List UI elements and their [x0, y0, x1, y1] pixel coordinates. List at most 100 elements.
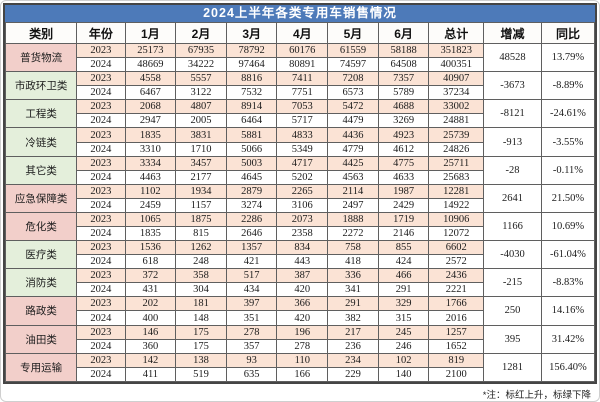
table-row-2023: 冷链类 2023 1835 3831 5881 4833 4436 4923 25739 -913…: [4, 127, 596, 157]
value-cell: 278: [225, 324, 278, 340]
yoy-cell: -61.04%: [540, 240, 596, 270]
category-cell: 普货物流: [4, 42, 78, 73]
value-cell: 372: [124, 268, 177, 284]
value-cell: 1157: [175, 197, 227, 213]
value-cell: 3334: [124, 155, 177, 171]
yoy-cell: 10.69%: [540, 211, 596, 242]
value-cell: 3122: [175, 85, 227, 101]
value-cell: 278: [276, 338, 329, 354]
value-cell: 1102: [124, 183, 177, 199]
value-cell: 2005: [175, 113, 227, 129]
yoy-cell: 13.79%: [540, 42, 596, 73]
value-cell: 24881: [428, 113, 485, 129]
value-cell: 2572: [428, 254, 485, 270]
value-cell: 58188: [377, 42, 430, 59]
value-cell: 4807: [175, 99, 227, 115]
value-cell: 1835: [124, 127, 177, 143]
header-cell: 2月: [175, 22, 227, 44]
table-row-2024: 2024 411 519 635 166 229 140 2100: [6, 366, 595, 383]
table-row-2024: 2024 3310 1710 5066 5349 4779 4612 24826: [6, 141, 595, 157]
value-cell: 7411: [276, 71, 329, 87]
yoy-cell: -8.83%: [540, 268, 596, 298]
year-cell: 2024: [76, 197, 126, 213]
value-cell: 1710: [175, 141, 227, 157]
value-cell: 93: [225, 352, 278, 368]
value-cell: 60176: [276, 42, 329, 59]
value-cell: 4775: [377, 155, 430, 171]
change-cell: -3673: [483, 71, 542, 101]
value-cell: 3274: [225, 197, 278, 213]
value-cell: 4563: [327, 169, 379, 185]
value-cell: 418: [327, 254, 379, 270]
value-cell: 2114: [327, 183, 379, 199]
yoy-cell: -3.55%: [540, 127, 596, 157]
value-cell: 25711: [428, 155, 485, 171]
value-cell: 217: [327, 324, 379, 340]
value-cell: 3310: [124, 141, 177, 157]
value-cell: 74597: [327, 57, 379, 73]
value-cell: 387: [276, 268, 329, 284]
year-cell: 2023: [76, 296, 126, 312]
value-cell: 2429: [377, 197, 430, 213]
value-cell: 2221: [428, 282, 485, 298]
table-row-2024: 2024 48669 34222 97464 80891 74597 64508 400351: [6, 57, 595, 73]
yoy-cell: 156.40%: [540, 352, 596, 383]
category-cell: 工程类: [4, 99, 78, 129]
value-cell: 5881: [225, 127, 278, 143]
value-cell: 97464: [225, 57, 278, 73]
value-cell: 424: [377, 254, 430, 270]
value-cell: 2358: [276, 226, 329, 242]
value-cell: 1262: [175, 240, 227, 256]
table-row-2023: 其它类 2023 3334 3457 5003 4717 4425 4775 25711 -28-…: [4, 155, 596, 185]
header-cell: 增减: [483, 22, 542, 44]
value-cell: 4463: [124, 169, 177, 185]
value-cell: 7751: [276, 85, 329, 101]
value-cell: 635: [225, 366, 278, 383]
yoy-cell: 31.42%: [540, 324, 596, 354]
value-cell: 291: [327, 296, 379, 312]
value-cell: 33002: [428, 99, 485, 115]
value-cell: 3269: [377, 113, 430, 129]
change-cell: -4030: [483, 240, 542, 270]
value-cell: 366: [276, 296, 329, 312]
value-cell: 175: [175, 338, 227, 354]
value-cell: 4612: [377, 141, 430, 157]
change-cell: 395: [483, 324, 542, 354]
year-cell: 2023: [76, 183, 126, 199]
value-cell: 5472: [327, 99, 379, 115]
value-cell: 5202: [276, 169, 329, 185]
value-cell: 140: [377, 366, 430, 383]
year-cell: 2023: [76, 71, 126, 87]
category-cell: 市政环卫类: [4, 71, 78, 101]
value-cell: 1875: [175, 211, 227, 228]
value-cell: 10906: [428, 211, 485, 228]
value-cell: 48669: [124, 57, 177, 73]
value-cell: 24826: [428, 141, 485, 157]
table-row-2023: 工程类 2023 2068 4807 8914 7053 5472 4688 33002 -812…: [4, 99, 596, 129]
value-cell: 517: [225, 268, 278, 284]
category-cell: 油田类: [4, 324, 78, 354]
value-cell: 5557: [175, 71, 227, 87]
year-cell: 2023: [76, 42, 126, 59]
category-cell: 医疗类: [4, 240, 78, 270]
value-cell: 351: [225, 310, 278, 326]
value-cell: 34222: [175, 57, 227, 73]
year-cell: 2024: [76, 366, 126, 383]
value-cell: 6464: [225, 113, 278, 129]
year-cell: 2024: [76, 169, 126, 185]
value-cell: 358: [175, 268, 227, 284]
value-cell: 138: [175, 352, 227, 368]
table-body: 普货物流 2023 25173 67935 78792 60176 61559 58188 35…: [4, 42, 596, 383]
change-cell: -8121: [483, 99, 542, 129]
value-cell: 7532: [225, 85, 278, 101]
value-cell: 1835: [124, 226, 177, 242]
value-cell: 5349: [276, 141, 329, 157]
value-cell: 78792: [225, 42, 278, 59]
value-cell: 2068: [124, 99, 177, 115]
value-cell: 1888: [327, 211, 379, 228]
header-cell: 1月: [124, 22, 177, 44]
yoy-cell: -24.61%: [540, 99, 596, 129]
value-cell: 2436: [428, 268, 485, 284]
value-cell: 855: [377, 240, 430, 256]
